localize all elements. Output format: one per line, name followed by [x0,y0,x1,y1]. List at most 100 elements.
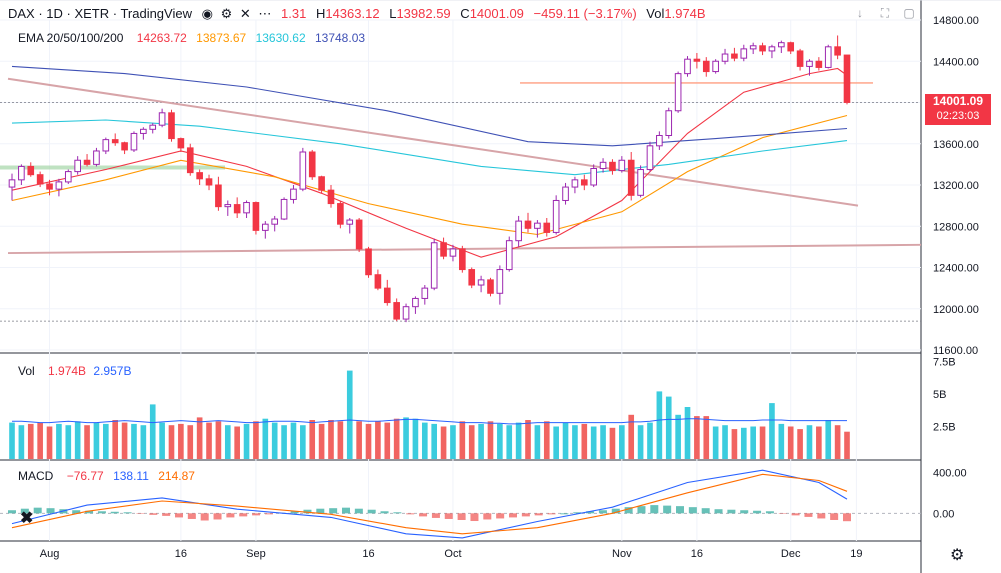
candle-body [121,142,128,151]
volume-bar [665,396,672,459]
volume-bar [647,422,653,459]
macd-hist-bar [817,513,826,519]
volume-bar [759,426,766,459]
volume-tick-label: 7.5B [933,357,956,369]
price-badge-countdown: 02:23:03 [936,110,980,122]
macd-hist-bar [611,508,620,514]
candle-body [252,202,260,231]
volume-bar [243,423,250,459]
volume-bar [262,418,269,459]
volume-bar [196,417,203,459]
volume-bar [346,370,353,459]
candle-body [149,124,157,130]
volume-bar [365,423,372,459]
candle-body [262,223,269,231]
volume-bar [337,421,344,459]
ema-legend-label: EMA 20/50/100/200 [18,31,124,45]
macd-hist-bar [20,508,29,514]
candle-body [721,53,729,62]
volume-bar [318,423,325,459]
eye-icon[interactable]: ◉ [201,6,213,21]
volume-bar [215,421,222,459]
candle-body [806,60,813,67]
candle-body [224,204,232,208]
macd-hist-bar [714,509,723,514]
price-tick-label: 14800.00 [933,15,979,27]
symbol-title[interactable]: DAX · 1D · XETR · TradingView [8,6,192,21]
volume-bar [797,429,803,459]
volume-bar [112,420,119,459]
candle-body [702,60,710,73]
volume-bar [384,422,391,459]
candle-body [693,58,701,62]
volume-bar [506,425,513,459]
candle-body [290,188,297,200]
volume-bar [18,425,25,459]
tradingview-logo-icon[interactable]: ✖ [20,510,34,527]
candle-body [665,110,673,136]
open-value: 1.31 [281,6,307,21]
macd-hist-bar [123,512,132,514]
macd-hist-bar [354,508,363,514]
volume-bar [178,423,184,459]
macd-hist-bar [791,513,800,516]
macd-hist-bar [46,508,55,514]
volume-bar [600,425,606,459]
macd-hist-bar [187,513,196,519]
macd-hist-bar [457,513,466,520]
volume-bar [722,425,728,459]
ema-line-ema20 [11,67,848,258]
candle-body [74,159,81,173]
candle-body [515,220,522,242]
macd-hist-bar [329,508,338,514]
volume-bar [581,423,588,459]
macd-hist-bar [586,511,595,514]
macd-tick-label: 400.00 [933,467,967,479]
candle-body [740,48,748,59]
macd-hist-bar [663,505,672,514]
candle-body [308,151,316,178]
maximize-icon[interactable]: ▢ [903,6,915,20]
volume-bar [806,425,813,459]
close-icon[interactable]: ✕ [239,6,251,21]
candle-body [402,306,410,320]
volume-bar [515,422,522,459]
candle-body [768,46,776,52]
candle-body [46,183,53,190]
candle-body [130,132,138,151]
candle-body [637,169,644,196]
macd-hist-bar [239,513,248,517]
candle-body [177,138,185,149]
macd-hist-bar [624,507,633,514]
vol-value: 1.974B [664,6,706,21]
macd-hist-bar [342,507,350,514]
macd-hist-bar [560,513,569,515]
fullscreen-icon[interactable]: ⛶ [880,6,890,20]
vol-label: Vol [646,6,665,21]
macd-hist-bar [496,513,505,519]
macd-hist-bar [419,513,428,517]
candle-body [580,179,588,186]
more-icon[interactable]: ⋯ [258,6,272,21]
price-tick-label: 12800.00 [933,221,979,233]
candlesticks [8,35,851,323]
macd-hist-bar [213,513,222,520]
volume-bar [562,422,569,459]
volume-bar [609,427,616,459]
candle-body [824,46,832,68]
volume-bar [590,426,597,459]
volume-bar [487,421,494,459]
volume-bar [65,425,72,459]
macd-hist-bar [843,513,851,522]
settings-icon[interactable]: ⚙ [220,6,233,21]
arrow-down-icon[interactable]: ↓ [857,6,863,20]
candle-body [496,269,504,294]
volume-bar [703,416,710,459]
gear-icon[interactable]: ⚙ [950,547,965,564]
candle-body [524,220,532,229]
header-row: DAX · 1D · XETR · TradingView ◉ ⚙ ✕ ⋯ 1.… [8,6,706,22]
volume-bar [656,391,663,459]
candle-body [27,165,35,176]
macd-legend-label: MACD [18,469,54,483]
